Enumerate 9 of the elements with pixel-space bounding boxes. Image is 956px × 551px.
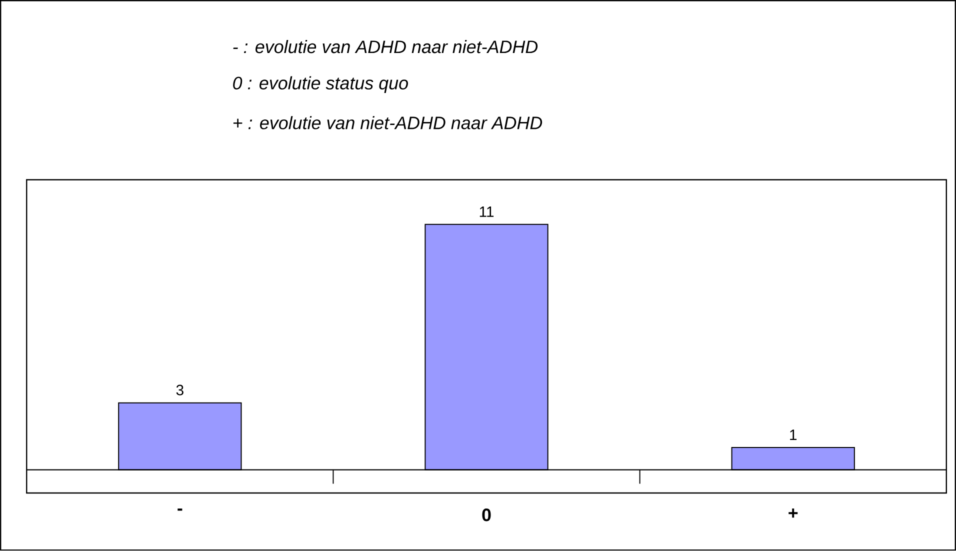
text: + : evolutie van niet-ADHD naar ADHD [233,116,542,130]
data-label: 3 [176,384,184,396]
x-tick-label: 0 [482,508,491,522]
text: 0 : evolutie status quo [233,76,408,94]
x-tick-label: + [788,508,798,518]
data-label: 11 [480,206,494,218]
x-tick-label: - [178,508,182,511]
text: - : evolutie van ADHD naar niet-ADHD [233,40,538,54]
data-label: 1 [790,430,797,440]
